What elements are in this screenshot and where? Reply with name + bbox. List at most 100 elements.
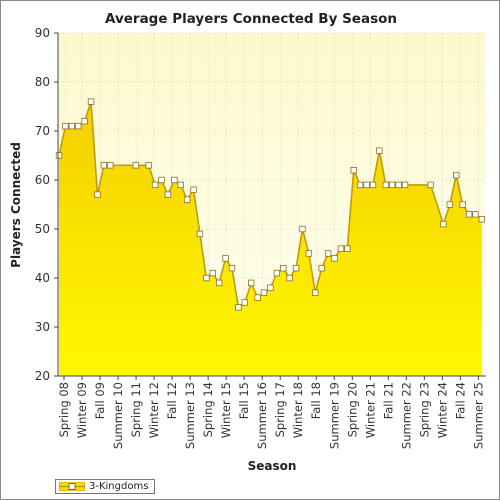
y-tick-label: 40 bbox=[35, 271, 50, 285]
data-point bbox=[440, 220, 447, 228]
data-point bbox=[299, 225, 306, 233]
x-tick-label: Fall 18 bbox=[309, 382, 323, 419]
data-point bbox=[235, 304, 242, 311]
data-point bbox=[363, 181, 370, 189]
x-tick-label: Fall 15 bbox=[237, 382, 251, 419]
x-axis-ticks: Spring 08 Winter 09 Fall 09 Summer 10 Spring… bbox=[57, 376, 485, 449]
y-tick-label: 70 bbox=[35, 124, 50, 138]
data-point bbox=[427, 181, 434, 189]
data-point bbox=[453, 171, 460, 179]
x-tick-label: Spring 11 bbox=[129, 382, 143, 437]
data-point bbox=[151, 181, 159, 189]
data-point bbox=[228, 264, 236, 272]
y-tick-label: 30 bbox=[35, 320, 50, 334]
x-tick-label: Summer 13 bbox=[183, 382, 197, 449]
data-point bbox=[350, 166, 357, 174]
data-point bbox=[324, 250, 332, 257]
data-point bbox=[459, 201, 466, 208]
data-point bbox=[344, 245, 351, 252]
y-tick-label: 60 bbox=[35, 173, 50, 187]
x-tick-label: Spring 17 bbox=[273, 382, 287, 437]
x-tick-label: Summer 19 bbox=[327, 382, 341, 449]
x-tick-label: Summer 10 bbox=[111, 382, 125, 449]
y-tick-label: 50 bbox=[35, 222, 50, 236]
y-tick-label: 20 bbox=[35, 369, 50, 383]
x-tick-label: Fall 24 bbox=[453, 382, 467, 419]
data-point bbox=[465, 211, 473, 218]
data-point bbox=[94, 191, 101, 198]
marker-layer bbox=[55, 98, 486, 311]
data-point bbox=[280, 264, 287, 272]
data-point bbox=[254, 294, 261, 301]
data-point bbox=[305, 250, 313, 257]
data-point bbox=[318, 264, 325, 272]
x-tick-label: Fall 12 bbox=[165, 382, 179, 419]
x-tick-label: Summer 16 bbox=[255, 382, 269, 449]
x-tick-label: Spring 08 bbox=[57, 382, 71, 437]
x-tick-label: Winter 21 bbox=[363, 382, 377, 438]
x-tick-label: Fall 09 bbox=[93, 382, 107, 419]
data-point bbox=[312, 289, 319, 296]
data-point bbox=[68, 122, 76, 130]
data-point bbox=[292, 264, 300, 272]
data-point bbox=[183, 196, 191, 203]
data-point bbox=[267, 284, 274, 291]
data-point bbox=[209, 269, 216, 277]
x-tick-label: Winter 18 bbox=[291, 382, 305, 438]
data-point bbox=[215, 279, 223, 287]
data-point bbox=[286, 274, 293, 282]
data-point bbox=[164, 191, 172, 198]
x-axis-label: Season bbox=[248, 459, 297, 473]
data-point bbox=[446, 201, 454, 208]
data-point bbox=[171, 176, 178, 184]
x-tick-label: Winter 09 bbox=[75, 382, 89, 438]
data-point bbox=[356, 181, 364, 189]
data-point bbox=[100, 162, 108, 169]
x-tick-label: Spring 14 bbox=[201, 382, 215, 437]
data-point bbox=[472, 211, 479, 218]
y-axis-label: Players Connected bbox=[9, 142, 23, 268]
data-point bbox=[395, 181, 402, 189]
legend: 3-Kingdoms bbox=[55, 479, 155, 494]
data-point bbox=[158, 176, 165, 184]
x-tick-label: Fall 21 bbox=[381, 382, 395, 419]
legend-label: 3-Kingdoms bbox=[89, 481, 149, 492]
x-tick-label: Summer 25 bbox=[471, 382, 485, 449]
data-point bbox=[331, 255, 338, 262]
y-tick-label: 80 bbox=[35, 75, 50, 89]
data-point bbox=[273, 269, 281, 277]
x-tick-label: Spring 23 bbox=[417, 382, 431, 437]
chart-title: Average Players Connected By Season bbox=[105, 11, 397, 27]
y-axis-ticks: 20 30 40 50 60 70 80 90 bbox=[35, 26, 58, 383]
data-point bbox=[337, 245, 345, 252]
x-tick-label: Summer 22 bbox=[399, 382, 413, 449]
data-point bbox=[248, 279, 255, 287]
data-point bbox=[376, 147, 383, 154]
y-tick-label: 90 bbox=[35, 26, 50, 40]
data-point bbox=[382, 181, 389, 189]
x-tick-label: Spring 20 bbox=[345, 382, 359, 437]
data-point bbox=[401, 181, 409, 189]
data-point bbox=[62, 122, 69, 130]
data-point bbox=[107, 162, 114, 169]
data-point bbox=[369, 181, 377, 189]
data-point bbox=[260, 289, 268, 296]
data-point bbox=[75, 122, 82, 130]
data-point bbox=[87, 98, 95, 105]
data-point bbox=[55, 152, 63, 159]
data-point bbox=[132, 162, 140, 169]
x-tick-label: Winter 24 bbox=[435, 382, 449, 438]
data-point bbox=[478, 215, 486, 223]
x-tick-label: Winter 12 bbox=[147, 382, 161, 438]
legend-swatch-icon bbox=[59, 482, 85, 491]
data-point bbox=[190, 186, 197, 193]
data-point bbox=[241, 299, 249, 306]
data-point bbox=[145, 162, 152, 169]
data-point bbox=[81, 118, 88, 125]
data-point bbox=[196, 230, 204, 238]
data-point bbox=[222, 255, 229, 262]
x-tick-label: Winter 15 bbox=[219, 382, 233, 438]
data-point bbox=[388, 181, 396, 189]
